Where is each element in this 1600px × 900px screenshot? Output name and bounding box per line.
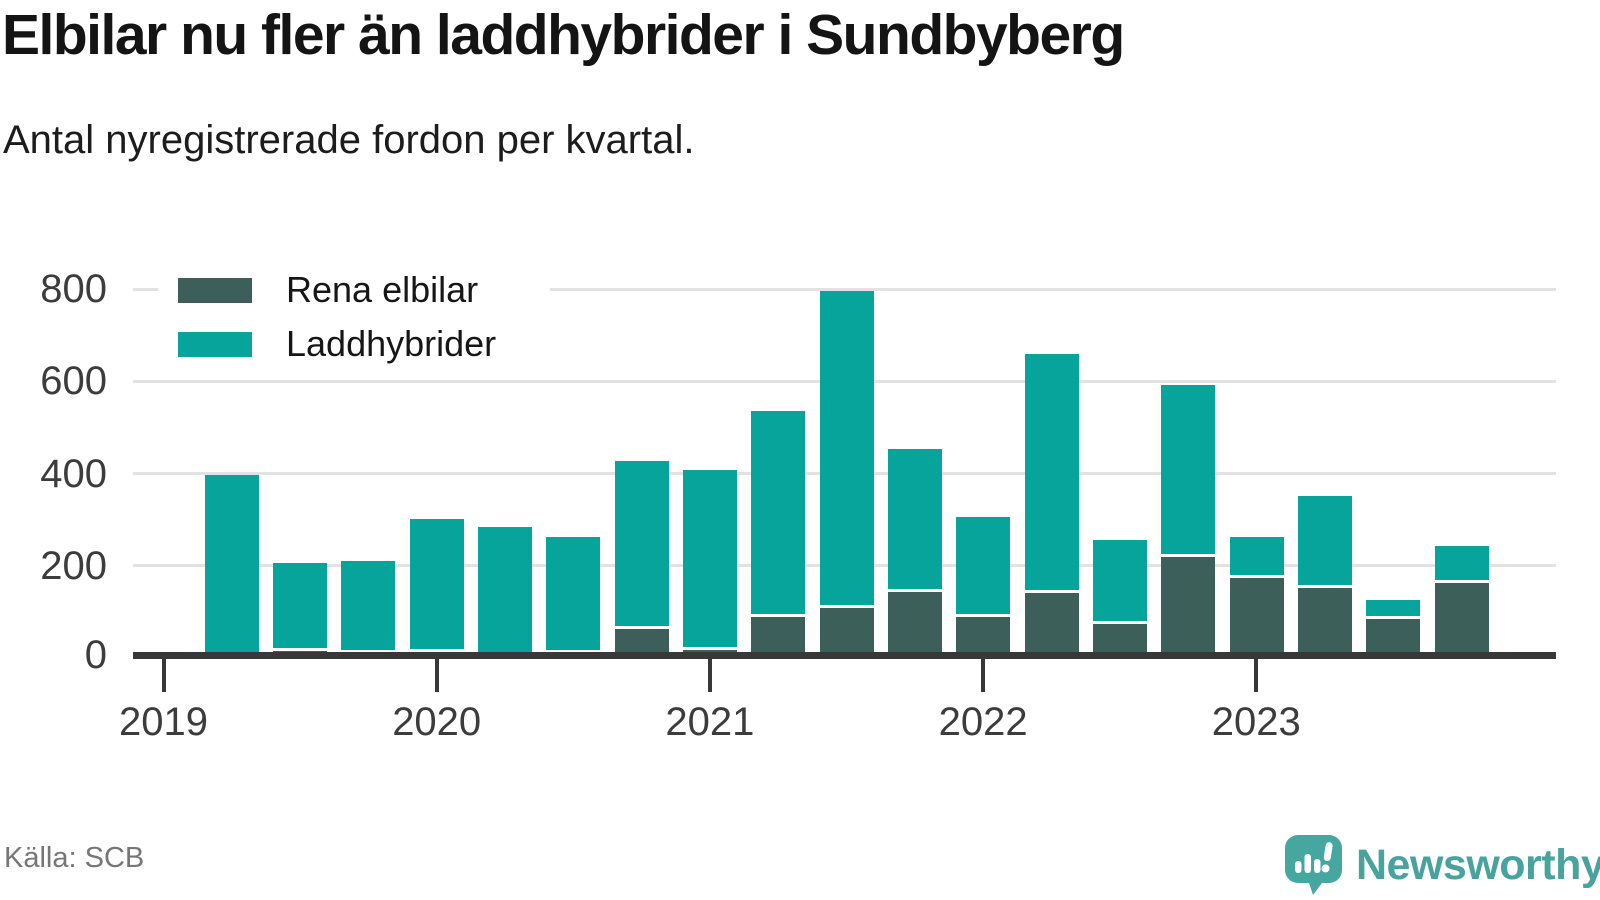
x-axis-label-2020: 2020	[392, 700, 482, 744]
newsworthy-logo: Newsworthy	[1284, 834, 1600, 896]
x-tick-2022	[981, 659, 986, 692]
bar-segment-laddhybrider-2022-K1	[956, 517, 1011, 614]
bar-segment-laddhybrider-2022-K2	[1024, 354, 1079, 590]
page-subtitle: Antal nyregistrerade fordon per kvartal.	[3, 118, 695, 162]
legend-item-laddhybrider: Laddhybrider	[158, 318, 550, 370]
bar-segment-rena-elbilar-2023-K3	[1366, 619, 1421, 658]
bar-segment-laddhybrider-2020-K1	[409, 519, 464, 649]
legend-swatch-rena-elbilar	[178, 277, 252, 303]
bar-segment-laddhybrider-2021-K4	[888, 449, 942, 589]
bar-segment-laddhybrider-2019-K3	[272, 563, 327, 648]
newsworthy-logo-icon	[1285, 835, 1342, 895]
bar-segment-laddhybrider-2019-K2	[204, 475, 259, 658]
bar-segment-laddhybrider-2021-K1	[682, 470, 737, 647]
bar-segment-laddhybrider-2023-K2	[1298, 496, 1353, 585]
y-axis-label-800: 800	[40, 267, 107, 312]
newsworthy-wordmark: Newsworthy	[1356, 840, 1600, 889]
x-tick-2023	[1254, 659, 1259, 692]
x-tick-2019	[161, 659, 166, 692]
bar-segment-rena-elbilar-2021-K2	[751, 617, 806, 658]
legend-label-rena-elbilar: Rena elbilar	[286, 269, 479, 310]
bar-segment-rena-elbilar-2023-K4	[1434, 583, 1489, 658]
y-axis-label-0: 0	[84, 633, 107, 677]
bar-segment-laddhybrider-2022-K4	[1161, 385, 1216, 554]
bar-segment-laddhybrider-2020-K2	[477, 527, 532, 652]
bar-segment-laddhybrider-2023-K4	[1434, 546, 1489, 580]
bar-segment-laddhybrider-2023-K1	[1229, 537, 1284, 575]
legend-label-laddhybrider: Laddhybrider	[286, 323, 497, 364]
y-axis-label-400: 400	[40, 451, 107, 496]
bar-segment-rena-elbilar-2022-K1	[956, 617, 1011, 658]
legend: Rena elbilar Laddhybrider	[158, 262, 550, 374]
legend-item-rena-elbilar: Rena elbilar	[158, 264, 550, 316]
bar-segment-laddhybrider-2021-K3	[819, 291, 874, 605]
x-axis-label-2022: 2022	[938, 700, 1028, 744]
x-axis-line	[133, 652, 1556, 659]
bar-segment-rena-elbilar-2021-K3	[819, 608, 874, 658]
bar-segment-rena-elbilar-2022-K2	[1024, 593, 1079, 658]
bar-segment-laddhybrider-2023-K3	[1366, 600, 1421, 616]
y-axis-label-200: 200	[40, 543, 107, 588]
gridline-800	[133, 287, 1556, 291]
x-tick-2020	[434, 659, 439, 692]
bar-segment-laddhybrider-2020-K3	[546, 537, 601, 650]
x-axis-label-2021: 2021	[665, 700, 755, 744]
x-axis-label-2023: 2023	[1211, 700, 1301, 744]
bar-segment-laddhybrider-2019-K4	[341, 561, 396, 650]
bar-segment-rena-elbilar-2022-K4	[1161, 557, 1216, 658]
x-axis-label-2019: 2019	[119, 700, 208, 744]
bar-segment-rena-elbilar-2021-K4	[888, 592, 942, 658]
bar-segment-rena-elbilar-2023-K2	[1298, 588, 1353, 658]
bar-segment-laddhybrider-2021-K2	[751, 411, 806, 614]
source-note: Källa: SCB	[4, 842, 145, 874]
legend-swatch-laddhybrider	[178, 331, 252, 357]
page-title: Elbilar nu fler än laddhybrider i Sundby…	[2, 3, 1125, 67]
bar-segment-laddhybrider-2020-K4	[614, 461, 669, 626]
y-axis-label-600: 600	[40, 359, 107, 404]
x-tick-2021	[707, 659, 712, 692]
bar-segment-laddhybrider-2022-K3	[1093, 540, 1148, 621]
bar-segment-rena-elbilar-2023-K1	[1229, 578, 1284, 658]
